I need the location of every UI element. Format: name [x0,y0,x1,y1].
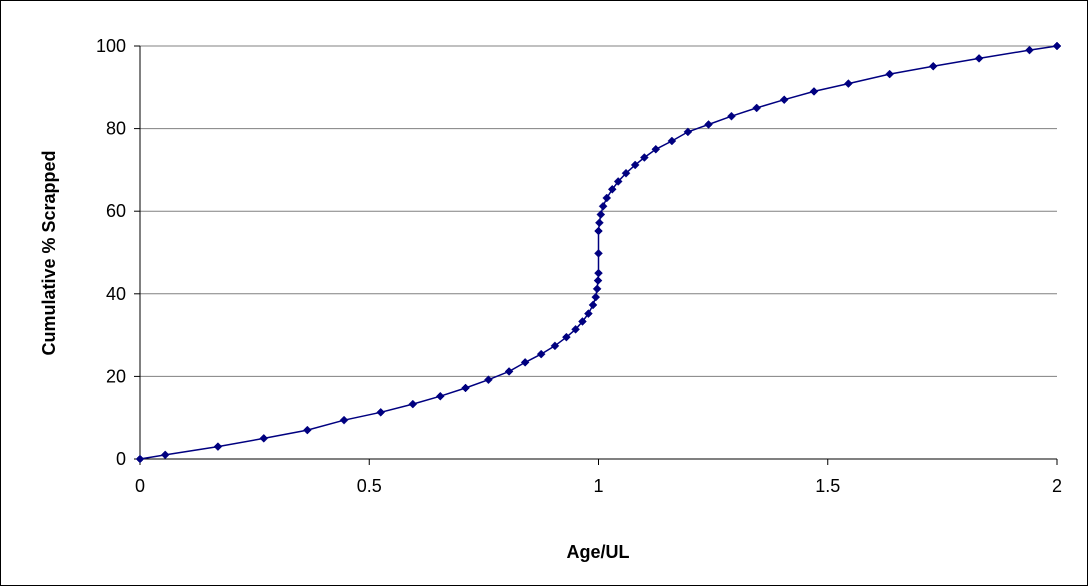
data-point [584,309,593,318]
x-tick-label: 1 [593,476,603,496]
y-axis-title: Cumulative % Scrapped [39,150,59,355]
data-point [484,375,493,385]
data-point [779,95,789,105]
data-point [602,193,612,203]
y-tick-label: 80 [106,119,126,139]
data-point [844,79,853,88]
data-point [302,425,312,435]
data-point [461,383,470,393]
data-point [607,184,617,194]
data-point [550,341,560,351]
series-group [135,41,1062,464]
y-tick-label: 100 [96,36,126,56]
data-point [160,450,170,460]
data-point [809,87,819,96]
data-point [594,268,603,278]
x-tick-label: 1.5 [815,476,840,496]
y-tick-label: 20 [106,366,126,386]
y-tick-label: 60 [106,201,126,221]
data-point [595,218,604,228]
tick-labels: 0 20 40 60 80 100 0 0.5 1 1.5 2 [96,36,1062,496]
data-point [621,168,631,178]
data-point [594,226,603,236]
tick-marks [134,45,1058,465]
gridlines [140,45,1057,377]
data-point [376,407,386,417]
data-point [593,276,603,285]
data-point [408,399,418,409]
x-tick-label: 0.5 [357,476,382,496]
data-point [1025,45,1034,55]
data-point [651,144,661,154]
data-point [598,201,608,211]
data-point [704,120,713,129]
data-point [596,210,606,219]
y-tick-label: 40 [106,284,126,304]
data-point [520,358,530,367]
data-point [588,300,598,310]
data-point [259,433,269,443]
data-point [578,317,587,326]
y-tick-label: 0 [116,449,126,469]
data-point [339,415,349,425]
data-point [683,127,693,137]
data-point [536,349,546,359]
data-point [504,367,514,376]
x-tick-label: 2 [1052,476,1062,496]
data-point [435,391,445,401]
data-point [630,160,640,170]
data-point [752,103,762,113]
data-point [885,69,895,79]
data-point [928,61,938,71]
data-point [613,177,623,186]
data-point [135,454,145,464]
x-axis-title: Age/UL [567,542,630,562]
data-point [727,111,736,121]
data-point [639,153,649,162]
data-point [667,136,677,146]
data-point [1052,41,1062,51]
data-point [594,248,603,258]
x-tick-label: 0 [135,476,145,496]
data-point [591,292,601,302]
data-point [213,442,223,451]
data-point [592,284,602,294]
data-point [974,54,984,63]
data-point [562,332,571,342]
data-point [571,324,580,334]
